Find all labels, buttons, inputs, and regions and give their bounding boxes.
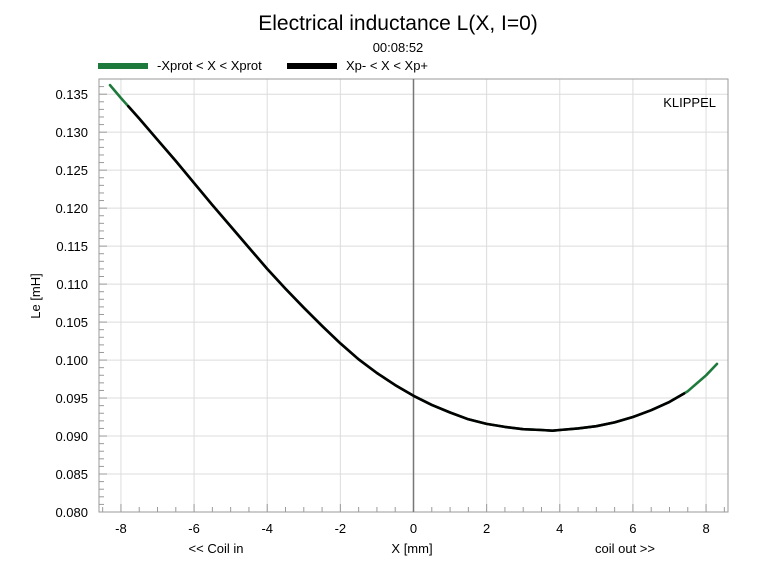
legend-label-xprot: -Xprot < X < Xprot xyxy=(157,58,262,73)
x-tick-label: 2 xyxy=(483,521,490,536)
y-tick-label: 0.100 xyxy=(55,353,88,368)
y-tick-label: 0.110 xyxy=(56,277,88,292)
y-tick-label: 0.090 xyxy=(55,429,88,444)
x-tick-label: 0 xyxy=(410,521,417,536)
klippel-watermark: KLIPPEL xyxy=(663,95,716,110)
x-axis-label: X [mm] xyxy=(391,541,432,556)
y-tick-label: 0.105 xyxy=(55,315,88,330)
x-tick-label: 6 xyxy=(629,521,636,536)
y-tick-label: 0.115 xyxy=(56,239,88,254)
chart-title: Electrical inductance L(X, I=0) xyxy=(258,12,538,35)
y-tick-label: 0.125 xyxy=(55,163,88,178)
x-tick-label: -6 xyxy=(188,521,200,536)
y-tick-label: 0.080 xyxy=(55,505,88,520)
y-tick-labels: 0.080 0.085 0.090 0.095 0.100 0.105 0.110 0.115… xyxy=(55,87,88,520)
y-axis-label: Le [mH] xyxy=(28,273,43,319)
series-line-1 xyxy=(127,105,686,433)
chart-subtitle: 00:08:52 xyxy=(372,40,424,55)
legend-swatch-black xyxy=(287,63,337,69)
series xyxy=(108,83,719,433)
y-tick-label: 0.135 xyxy=(55,87,88,102)
x-tick-labels: -8 -6 -4 -2 0 2 4 6 8 xyxy=(115,521,710,536)
y-tick-label: 0.095 xyxy=(55,391,88,406)
minor-ticks xyxy=(99,78,725,513)
x-tick-label: -4 xyxy=(261,521,273,536)
x-annotation-coil-out: coil out >> xyxy=(595,541,655,556)
x-tick-label: 4 xyxy=(556,521,563,536)
x-tick-label: -8 xyxy=(115,521,127,536)
y-tick-label: 0.120 xyxy=(55,201,88,216)
legend: -Xprot < X < Xprot Xp- < X < Xp+ xyxy=(0,58,765,74)
x-annotation-coil-in: << Coil in xyxy=(189,541,244,556)
legend-label-xp: Xp- < X < Xp+ xyxy=(346,58,429,73)
y-tick-label: 0.130 xyxy=(55,125,88,140)
x-tick-label: -2 xyxy=(335,521,347,536)
x-tick-label: 8 xyxy=(702,521,709,536)
y-tick-label: 0.085 xyxy=(55,467,88,482)
legend-swatch-green xyxy=(98,63,148,69)
